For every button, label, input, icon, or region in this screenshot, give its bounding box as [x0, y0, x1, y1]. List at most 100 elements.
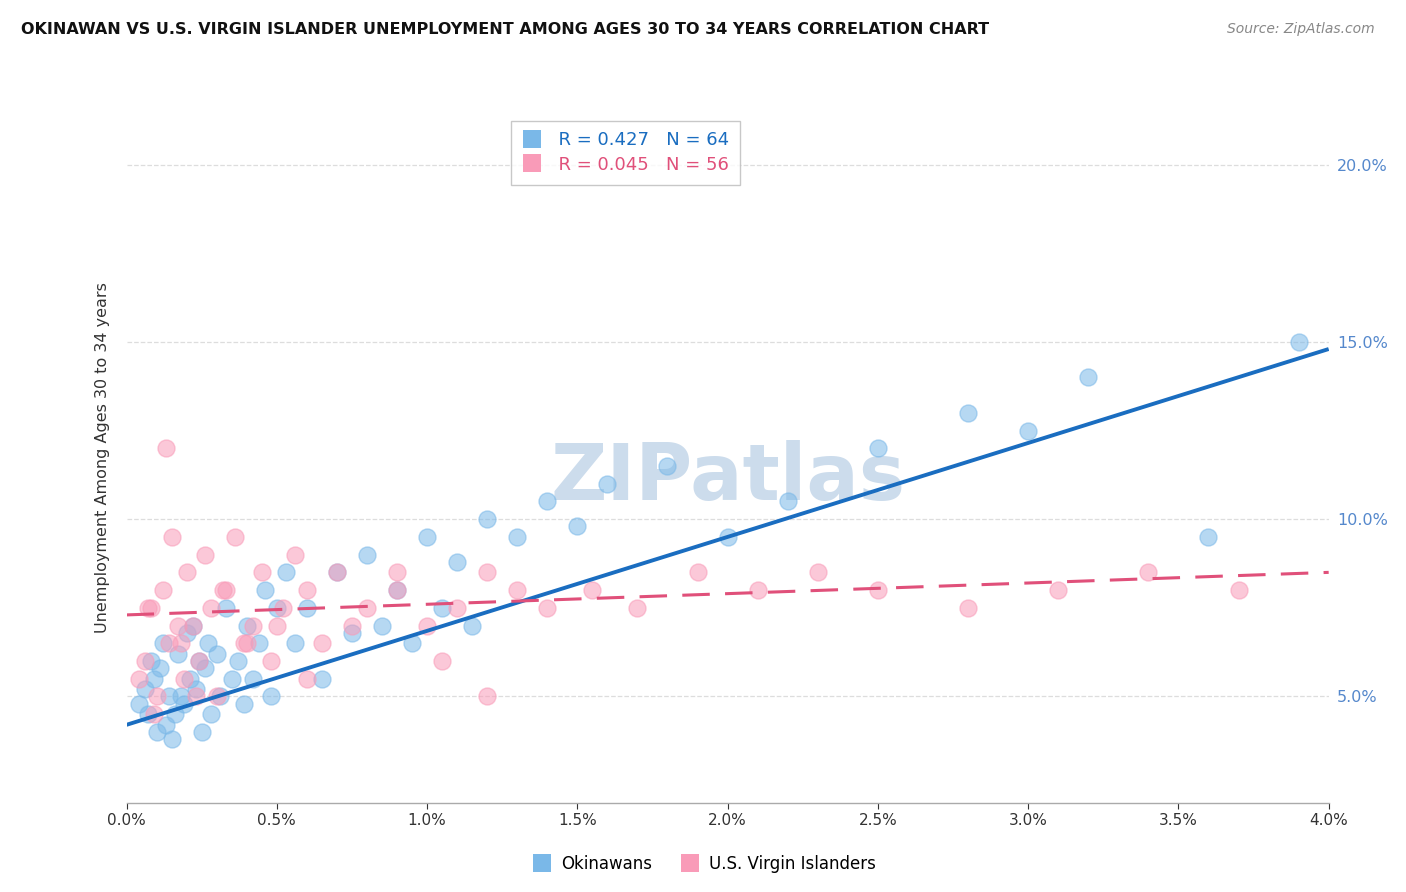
Point — [356, 548, 378, 562]
Point — [446, 600, 468, 615]
Point — [136, 707, 159, 722]
Point — [716, 530, 740, 544]
Point — [226, 654, 249, 668]
Point — [152, 636, 174, 650]
Point — [157, 690, 180, 704]
Point — [475, 566, 498, 580]
Point — [215, 583, 238, 598]
Point — [235, 618, 259, 632]
Point — [134, 654, 156, 668]
Point — [139, 600, 162, 615]
Point — [242, 618, 264, 632]
Point — [416, 618, 439, 632]
Point — [247, 636, 270, 650]
Point — [194, 661, 217, 675]
Point — [866, 583, 889, 598]
Point — [176, 625, 198, 640]
Point — [536, 494, 558, 508]
Point — [160, 731, 183, 746]
Point — [956, 406, 979, 420]
Point — [284, 548, 307, 562]
Point — [430, 654, 453, 668]
Point — [253, 583, 276, 598]
Point — [184, 690, 207, 704]
Point — [215, 600, 238, 615]
Point — [657, 458, 679, 473]
Point — [536, 600, 558, 615]
Point — [385, 583, 408, 598]
Point — [187, 654, 209, 668]
Point — [461, 618, 484, 632]
Text: OKINAWAN VS U.S. VIRGIN ISLANDER UNEMPLOYMENT AMONG AGES 30 TO 34 YEARS CORRELAT: OKINAWAN VS U.S. VIRGIN ISLANDER UNEMPLO… — [21, 22, 990, 37]
Point — [160, 530, 183, 544]
Point — [163, 707, 186, 722]
Point — [506, 583, 529, 598]
Point — [211, 583, 233, 598]
Text: Source: ZipAtlas.com: Source: ZipAtlas.com — [1227, 22, 1375, 37]
Point — [430, 600, 453, 615]
Point — [155, 718, 177, 732]
Point — [200, 600, 222, 615]
Point — [1137, 566, 1160, 580]
Point — [166, 647, 188, 661]
Point — [581, 583, 603, 598]
Point — [271, 600, 294, 615]
Point — [235, 636, 259, 650]
Point — [274, 566, 297, 580]
Point — [1227, 583, 1250, 598]
Point — [232, 697, 254, 711]
Point — [260, 690, 283, 704]
Point — [506, 530, 529, 544]
Point — [205, 690, 228, 704]
Point — [1017, 424, 1039, 438]
Point — [295, 583, 318, 598]
Point — [1197, 530, 1219, 544]
Point — [626, 600, 648, 615]
Point — [475, 512, 498, 526]
Point — [181, 618, 204, 632]
Text: ZIPatlas: ZIPatlas — [550, 440, 905, 516]
Point — [197, 636, 219, 650]
Point — [311, 636, 333, 650]
Point — [142, 672, 165, 686]
Point — [155, 442, 177, 456]
Point — [184, 682, 207, 697]
Point — [187, 654, 209, 668]
Point — [567, 519, 589, 533]
Point — [956, 600, 979, 615]
Point — [173, 697, 195, 711]
Point — [807, 566, 830, 580]
Point — [776, 494, 799, 508]
Point — [221, 672, 243, 686]
Point — [139, 654, 162, 668]
Point — [200, 707, 222, 722]
Point — [686, 566, 709, 580]
Point — [326, 566, 349, 580]
Point — [145, 725, 167, 739]
Point — [295, 672, 318, 686]
Point — [134, 682, 156, 697]
Point — [385, 566, 408, 580]
Point — [169, 690, 191, 704]
Point — [224, 530, 246, 544]
Point — [181, 618, 204, 632]
Point — [371, 618, 394, 632]
Point — [176, 566, 198, 580]
Point — [747, 583, 769, 598]
Legend:   R = 0.427   N = 64,   R = 0.045   N = 56: R = 0.427 N = 64, R = 0.045 N = 56 — [510, 120, 740, 185]
Point — [190, 725, 212, 739]
Point — [250, 566, 273, 580]
Legend: Okinawans, U.S. Virgin Islanders: Okinawans, U.S. Virgin Islanders — [523, 848, 883, 880]
Point — [128, 697, 150, 711]
Point — [1077, 370, 1099, 384]
Point — [157, 636, 180, 650]
Point — [152, 583, 174, 598]
Point — [340, 625, 363, 640]
Point — [475, 690, 498, 704]
Point — [208, 690, 231, 704]
Point — [416, 530, 439, 544]
Point — [260, 654, 283, 668]
Point — [173, 672, 195, 686]
Point — [446, 555, 468, 569]
Point — [136, 600, 159, 615]
